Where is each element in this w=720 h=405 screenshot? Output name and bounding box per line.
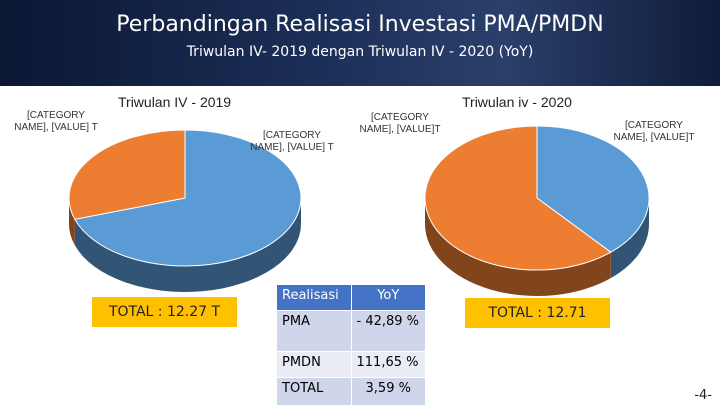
total-box: TOTAL : 12.27 T — [92, 297, 237, 327]
cell: 3,59 % — [350, 377, 425, 405]
pie-title: Triwulan IV - 2019 — [118, 94, 232, 110]
table-row: TOTAL 3,59 % — [277, 377, 425, 405]
pie-slice — [536, 125, 650, 253]
header-band — [0, 0, 720, 86]
table-row: PMDN 111,65 % — [277, 351, 425, 378]
slide-title: Perbandingan Realisasi Investasi PMA/PMD… — [116, 12, 604, 37]
cell: TOTAL — [277, 377, 351, 405]
data-label: [CATEGORY NAME], [VALUE]T — [359, 112, 441, 135]
pie-slice — [74, 129, 302, 267]
cell: PMA — [277, 310, 351, 352]
data-label: [CATEGORY NAME], [VALUE]T — [613, 120, 695, 143]
total-box: TOTAL : 12.71 — [465, 298, 610, 328]
table-row: PMA - 42,89 % — [277, 310, 425, 352]
pie-side — [610, 198, 649, 279]
data-label: [CATEGORY NAME], [VALUE] T — [14, 110, 98, 133]
header-cell: Realisasi — [277, 285, 351, 311]
pie-slice — [424, 125, 612, 271]
pie-side — [425, 198, 611, 296]
header-cell: YoY — [350, 285, 425, 311]
table-header: Realisasi YoY — [277, 285, 425, 311]
page-number: -4- — [694, 388, 712, 403]
pie-slice — [68, 129, 186, 220]
slide-subtitle: Triwulan IV- 2019 dengan Triwulan IV - 2… — [186, 44, 534, 60]
pie-side — [74, 198, 301, 293]
cell: - 42,89 % — [350, 310, 425, 352]
pie-title: Triwulan iv - 2020 — [462, 94, 572, 110]
yoy-table: Realisasi YoY PMA - 42,89 % PMDN 111,65 … — [277, 285, 425, 405]
cell: PMDN — [277, 351, 351, 378]
data-label: [CATEGORY NAME], [VALUE] T — [250, 130, 334, 153]
cell: 111,65 % — [350, 351, 425, 378]
